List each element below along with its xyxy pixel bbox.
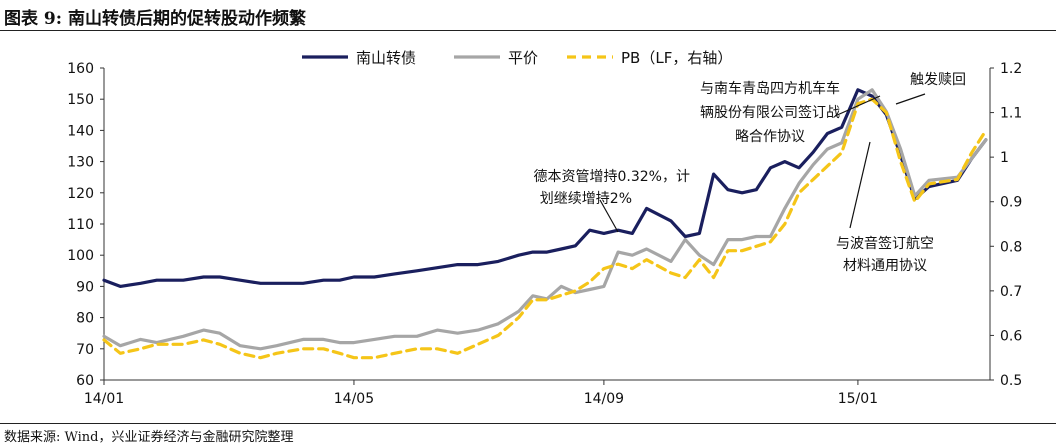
annotation-leader bbox=[599, 199, 619, 233]
annotation-text: 与波音签订航空 bbox=[836, 235, 934, 252]
chart: 60 70 80 90 100 110 120 130 140 150 160 0.5 0.6 0.7 0.… bbox=[67, 49, 1022, 407]
y-left-tick-label: 130 bbox=[67, 155, 94, 171]
annotation-leader bbox=[895, 93, 926, 105]
annotation-text: 略合作协议 bbox=[735, 129, 805, 145]
y-left-tick-label: 140 bbox=[67, 123, 94, 139]
y-right-tick-label: 1.1 bbox=[1000, 106, 1022, 122]
y-right-tick-label: 0.8 bbox=[1000, 239, 1022, 255]
y-right-tick-label: 0.9 bbox=[1000, 195, 1022, 211]
title-rule bbox=[0, 30, 1056, 31]
annotation-text: 材料通用协议 bbox=[843, 258, 927, 274]
y-left-tick-label: 160 bbox=[67, 61, 94, 77]
legend-label: 平价 bbox=[508, 49, 538, 67]
annotation-text: 辆股份有限公司签订战 bbox=[700, 104, 840, 121]
legend-label: PB（LF，右轴） bbox=[621, 49, 732, 67]
x-tick-label: 14/05 bbox=[334, 391, 374, 407]
y-right-tick-label: 0.6 bbox=[1000, 328, 1022, 344]
source-note: 数据来源: Wind，兴业证券经济与金融研究院整理 bbox=[4, 430, 294, 445]
y-right-tick-label: 0.5 bbox=[1000, 373, 1022, 389]
x-tick-label: 14/01 bbox=[84, 391, 124, 407]
page-title: 图表 9: 南山转债后期的促转股动作频繁 bbox=[4, 9, 306, 29]
annotation-text: 德本资管增持0.32%，计 bbox=[534, 169, 690, 185]
annotation-text: 划继续增持2% bbox=[540, 190, 632, 207]
annotation-leader bbox=[834, 95, 881, 117]
series-line-nanshan-cb bbox=[102, 88, 988, 288]
x-tick-label: 15/01 bbox=[838, 391, 878, 407]
y-right-tick-label: 1.2 bbox=[1000, 61, 1022, 77]
y-left-tick-label: 60 bbox=[76, 373, 94, 389]
y-left-tick-label: 110 bbox=[67, 217, 94, 233]
annotation-leader bbox=[849, 141, 871, 229]
x-tick-label: 14/09 bbox=[584, 391, 624, 407]
y-left-tick-label: 150 bbox=[67, 92, 94, 108]
annotation-text: 触发赎回 bbox=[910, 71, 966, 88]
series-line-pb bbox=[102, 97, 988, 360]
y-left-tick-label: 70 bbox=[76, 342, 94, 358]
y-right-tick-label: 0.7 bbox=[1000, 284, 1022, 300]
y-left-tick-label: 80 bbox=[76, 311, 94, 327]
annotation-text: 与南车青岛四方机车车 bbox=[700, 80, 840, 97]
footer-rule bbox=[0, 423, 1056, 424]
y-left-tick-label: 90 bbox=[76, 279, 94, 295]
y-right-tick-label: 1 bbox=[1000, 150, 1009, 166]
y-left-tick-label: 100 bbox=[67, 248, 94, 264]
legend-label: 南山转债 bbox=[356, 49, 416, 67]
y-left-tick-label: 120 bbox=[67, 186, 94, 202]
series-line-parity bbox=[102, 88, 988, 351]
